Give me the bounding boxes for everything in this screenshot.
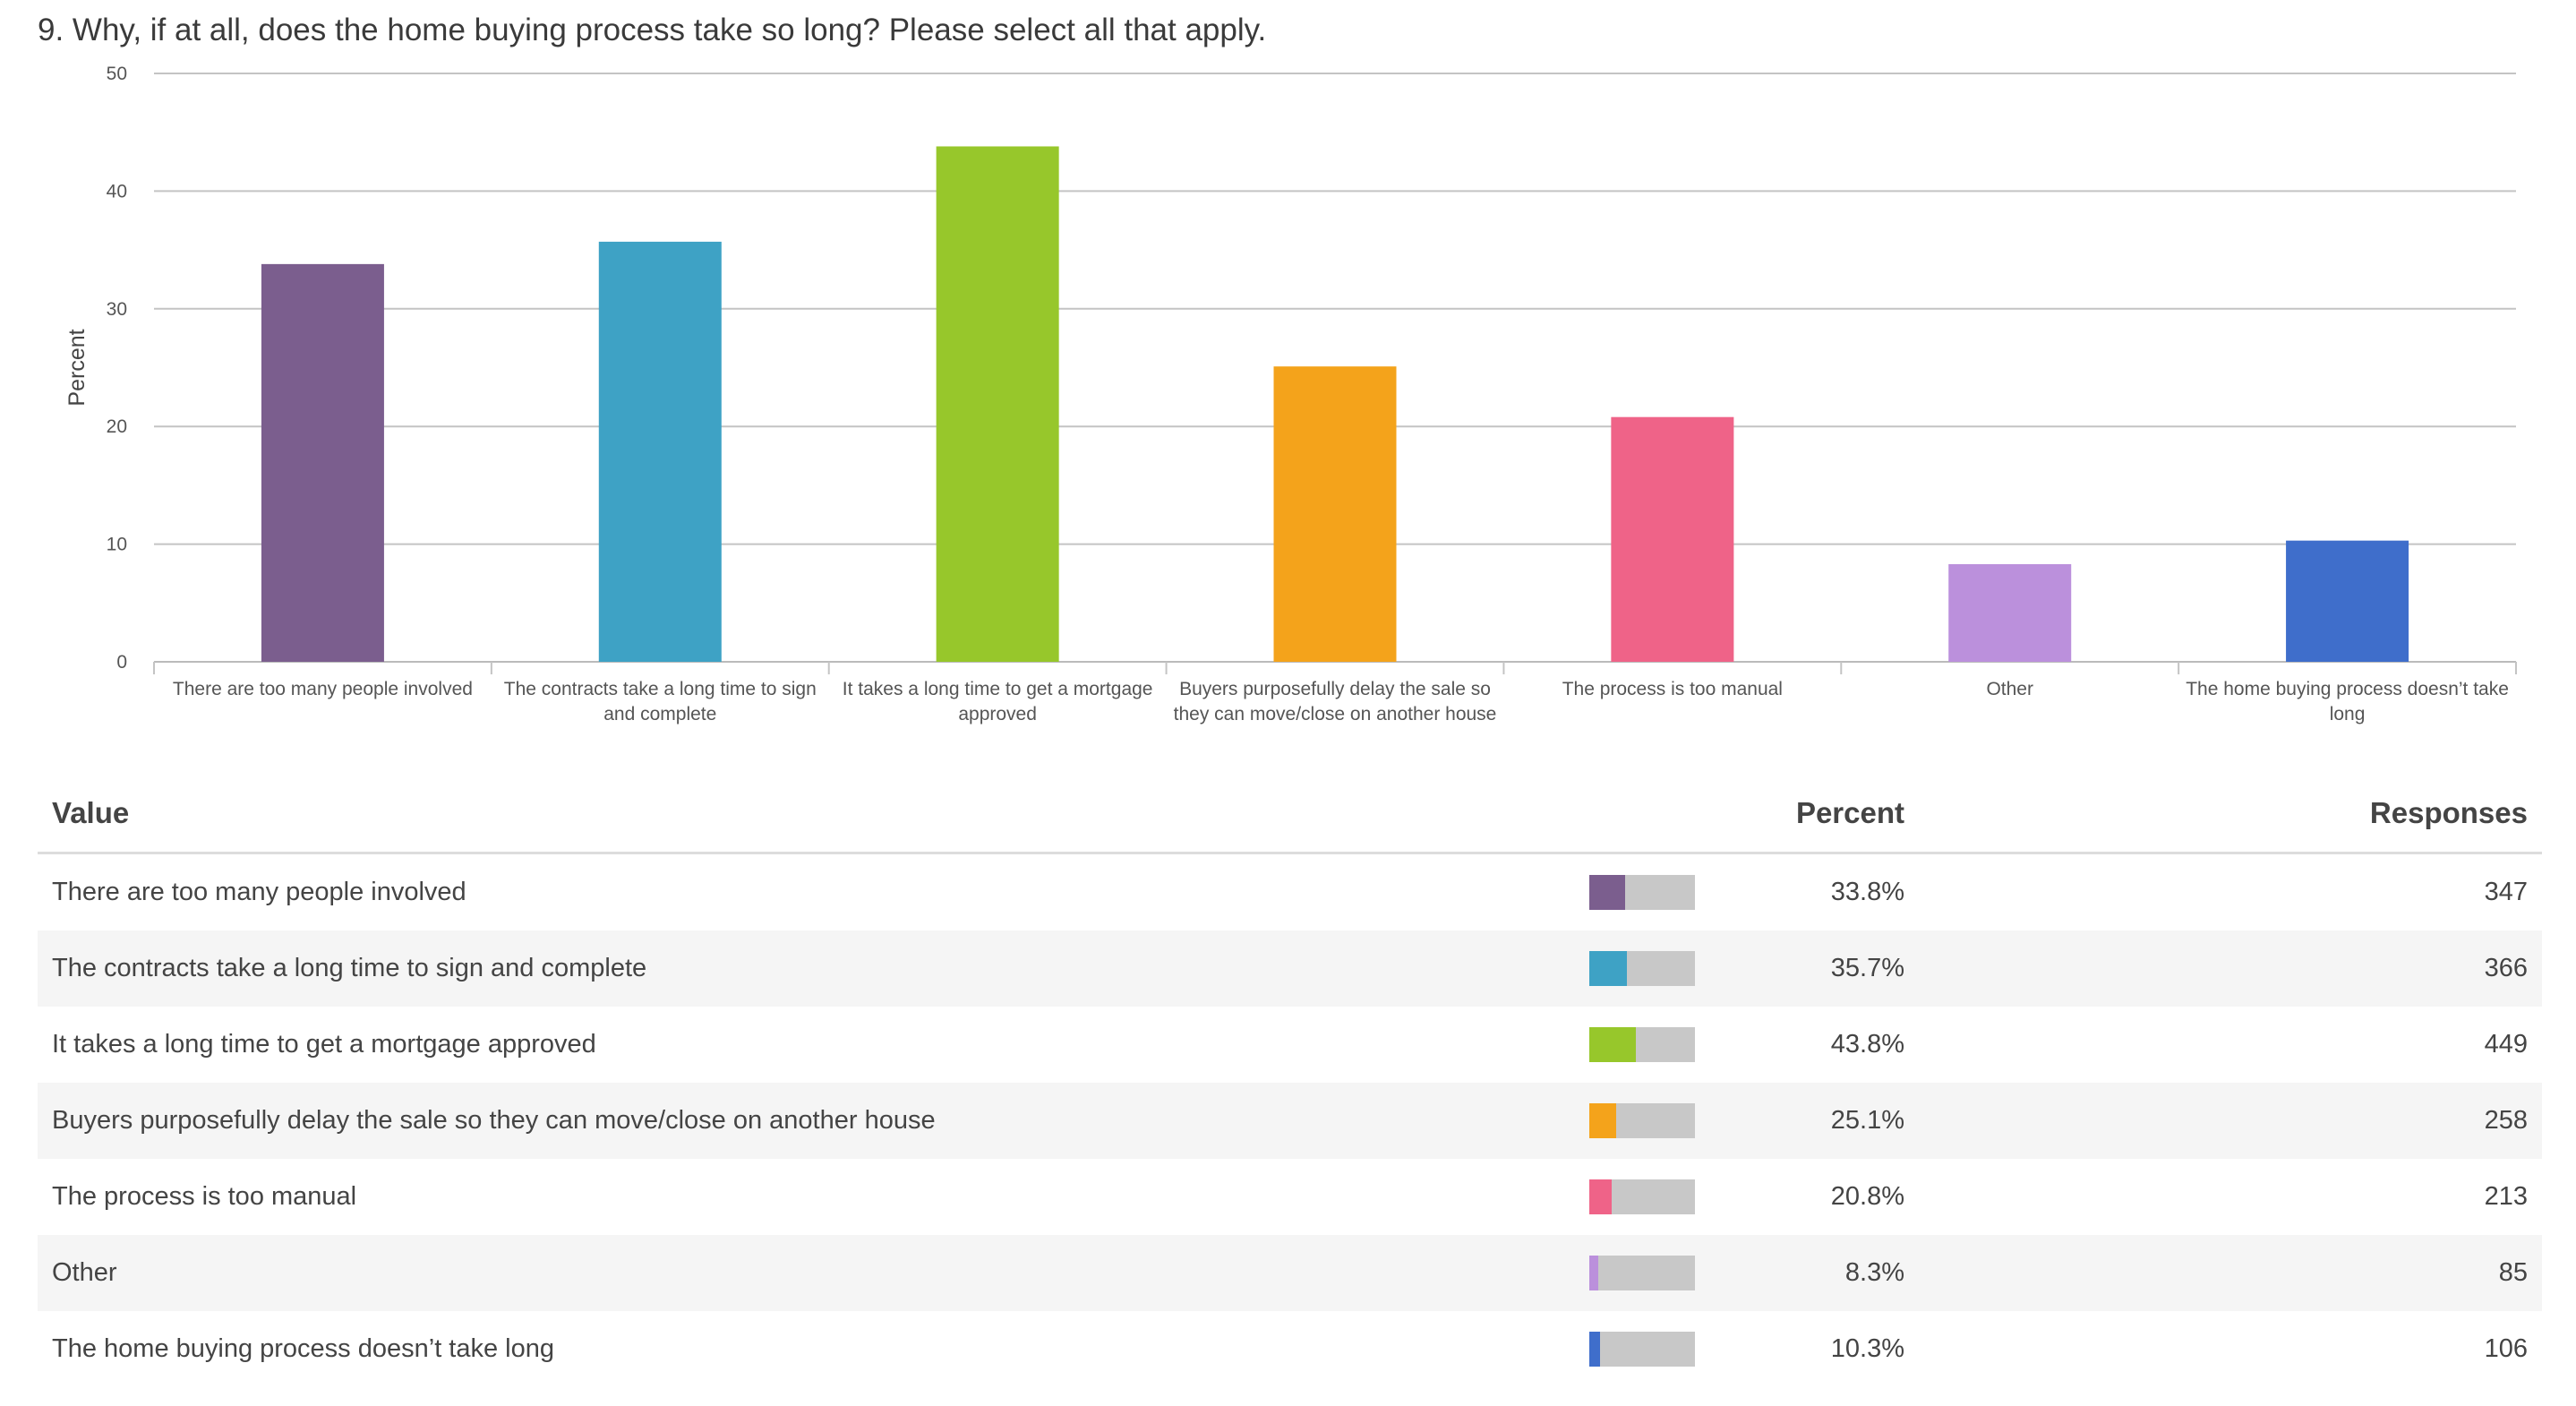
table-row: Buyers purposefully delay the sale so th… — [38, 1083, 2542, 1159]
bar — [598, 241, 722, 662]
x-tick-label: It takes a long time to get a mortgage a… — [842, 679, 1153, 724]
row-label: The process is too manual — [52, 1182, 357, 1211]
table-row: It takes a long time to get a mortgage a… — [38, 1007, 2542, 1083]
x-tick-label: There are too many people involved — [172, 679, 473, 699]
percent-bar — [1589, 951, 1695, 986]
percent-bar — [1589, 1256, 1695, 1290]
percent-bar-fill — [1589, 1103, 1616, 1138]
table-row: The home buying process doesn’t take lon… — [38, 1311, 2542, 1387]
row-label: It takes a long time to get a mortgage a… — [52, 1030, 596, 1059]
percent-bar-fill — [1589, 1179, 1612, 1214]
percent-column-header: Percent — [1795, 796, 1904, 829]
table-row: The process is too manual 20.8% 213 — [38, 1159, 2542, 1235]
x-tick-label: Buyers purposefully delay the sale so th… — [1173, 679, 1497, 724]
bar — [2286, 540, 2409, 662]
bar — [1948, 563, 2072, 662]
percent-bar-fill — [1589, 1332, 1601, 1367]
bar — [1611, 416, 1734, 662]
table-header: Value Percent Responses — [38, 784, 2542, 854]
y-tick-label: 20 — [107, 416, 127, 437]
percent-bar-fill — [1589, 1256, 1598, 1290]
percent-bar — [1589, 1103, 1695, 1138]
row-responses: 449 — [2484, 1030, 2528, 1059]
row-label: The home buying process doesn’t take lon… — [52, 1334, 555, 1363]
row-percent: 33.8% — [1830, 878, 1904, 906]
percent-bar — [1589, 1027, 1695, 1062]
row-responses: 366 — [2484, 954, 2528, 982]
row-percent: 20.8% — [1830, 1182, 1904, 1211]
table-row: There are too many people involved 33.8% 3… — [38, 854, 2542, 930]
y-tick-label: 40 — [107, 181, 127, 201]
row-responses: 106 — [2484, 1334, 2528, 1363]
row-percent: 10.3% — [1830, 1334, 1904, 1363]
value-column-header: Value — [52, 796, 130, 829]
bar-chart: 0 10 20 30 40 50 Percent — [64, 64, 2517, 674]
percent-bar-fill — [1589, 951, 1628, 986]
row-label: There are too many people involved — [52, 878, 466, 906]
y-tick-label: 0 — [116, 652, 127, 673]
y-axis-label: Percent — [64, 329, 90, 406]
question-title: 9. Why, if at all, does the home buying … — [38, 13, 1267, 47]
x-tick-label: Other — [1986, 679, 2033, 699]
y-tick-label: 30 — [107, 299, 127, 320]
percent-bar — [1589, 875, 1695, 910]
row-percent: 43.8% — [1830, 1030, 1904, 1059]
bar — [936, 146, 1059, 662]
table-row: The contracts take a long time to sign a… — [38, 930, 2542, 1007]
y-tick-label: 10 — [107, 535, 127, 555]
bar — [1273, 366, 1397, 662]
percent-bar — [1589, 1179, 1695, 1214]
row-responses: 347 — [2484, 878, 2528, 906]
y-tick-label: 50 — [107, 64, 127, 84]
row-responses: 213 — [2484, 1182, 2528, 1211]
x-tick-label: The home buying process doesn’t take lon… — [2186, 679, 2509, 724]
row-percent: 8.3% — [1844, 1258, 1904, 1287]
row-label: Other — [52, 1258, 117, 1287]
table-row: Other 8.3% 85 — [38, 1235, 2542, 1311]
percent-bar-fill — [1589, 1027, 1636, 1062]
row-percent: 35.7% — [1830, 954, 1904, 982]
bar — [261, 263, 384, 662]
table-body: There are too many people involved 33.8% 3… — [38, 854, 2542, 1387]
x-tick-label: The contracts take a long time to sign a… — [503, 679, 817, 724]
row-responses: 258 — [2484, 1106, 2528, 1135]
percent-bar-fill — [1589, 875, 1625, 910]
row-responses: 85 — [2498, 1258, 2528, 1287]
x-tick-label: The process is too manual — [1562, 679, 1783, 699]
results-table: Value Percent Responses There are too ma… — [38, 784, 2542, 1387]
row-label: The contracts take a long time to sign a… — [52, 954, 647, 982]
row-percent: 25.1% — [1830, 1106, 1904, 1135]
responses-column-header: Responses — [2369, 796, 2528, 829]
percent-bar — [1589, 1332, 1695, 1367]
row-label: Buyers purposefully delay the sale so th… — [52, 1106, 936, 1135]
